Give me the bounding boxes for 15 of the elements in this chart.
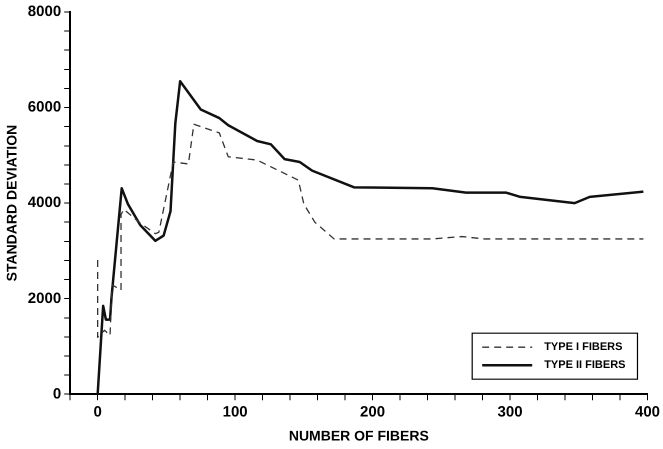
x-tick-label: 100 bbox=[222, 403, 248, 420]
x-tick-label: 0 bbox=[93, 403, 102, 420]
line-series bbox=[97, 124, 644, 338]
y-tick-label: 0 bbox=[52, 385, 62, 402]
x-tick-label: 200 bbox=[360, 403, 386, 420]
y-tick-label: 2000 bbox=[28, 290, 62, 307]
y-tick-label: 4000 bbox=[28, 194, 62, 212]
legend-label: TYPE I FIBERS bbox=[544, 341, 622, 354]
x-axis-title: NUMBER OF FIBERS bbox=[288, 427, 429, 444]
legend-label: TYPE II FIBERS bbox=[544, 359, 626, 372]
y-tick-label: 8000 bbox=[28, 3, 62, 20]
y-axis-title: STANDARD DEVIATION bbox=[3, 124, 20, 282]
x-tick-label: 400 bbox=[634, 403, 660, 420]
x-tick-label: 300 bbox=[498, 403, 523, 420]
y-tick-label: 6000 bbox=[28, 98, 62, 116]
